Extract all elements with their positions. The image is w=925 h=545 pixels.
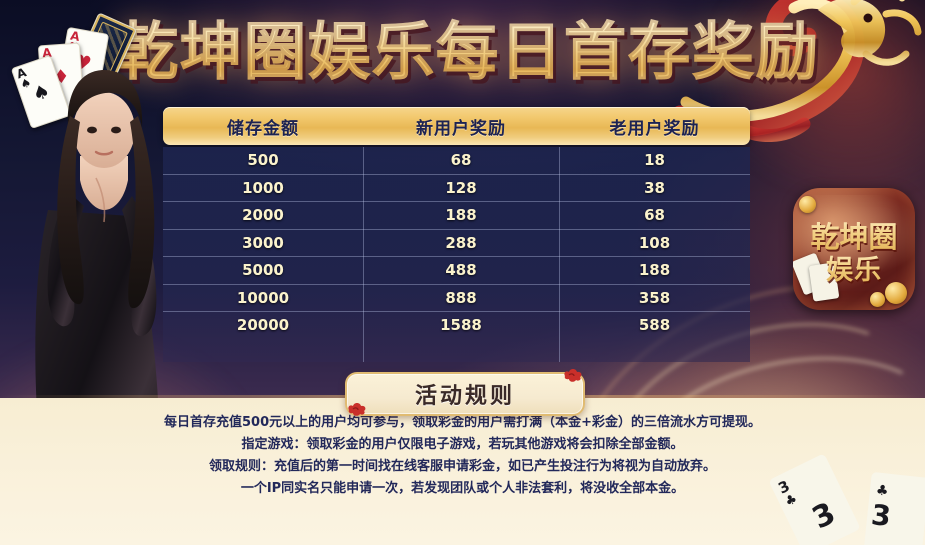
rules-text-block: 每日首存充值500元以上的用户均可参与，领取彩金的用户需打满（本金+彩金）的三倍… (0, 412, 925, 500)
cell-deposit: 500 (247, 151, 279, 170)
table-row: 2000 188 68 (163, 202, 750, 230)
cell-new-user: 188 (445, 206, 477, 225)
table-header-old-user: 老用户奖励 (609, 118, 700, 139)
reward-table-header: 储存金额 新用户奖励 老用户奖励 (163, 107, 750, 145)
table-row: 3000 288 108 (163, 230, 750, 257)
app-logo-badge[interactable]: 乾坤圈 娱乐 (793, 188, 915, 310)
cell-new-user: 888 (445, 288, 477, 307)
cell-new-user: 488 (445, 261, 477, 280)
cell-new-user: 288 (445, 233, 477, 252)
cell-new-user: 1588 (440, 316, 482, 335)
rule-line: 指定游戏：领取彩金的用户仅限电子游戏，若玩其他游戏将会扣除全部金额。 (241, 437, 684, 452)
cell-new-user: 68 (450, 151, 472, 170)
rule-line: 每日首存充值500元以上的用户均可参与，领取彩金的用户需打满（本金+彩金）的三倍… (163, 415, 762, 430)
cell-new-user: 128 (445, 178, 477, 197)
rule-line: 领取规则：充值后的第一时间找在线客服申请彩金，如已产生投注行为将视为自动放弃。 (208, 459, 716, 474)
logo-text-line2: 娱乐 (793, 248, 915, 287)
banner-title-wrap: 乾坤圈娱乐每日首存奖励 (88, 12, 848, 92)
cell-old-user: 588 (638, 316, 671, 335)
logo-coin-1 (799, 196, 816, 213)
cell-old-user: 108 (638, 233, 671, 252)
rules-panel: 每日首存充值500元以上的用户均可参与，领取彩金的用户需打满（本金+彩金）的三倍… (0, 395, 925, 545)
cell-old-user: 358 (638, 288, 671, 307)
cell-deposit: 5000 (242, 261, 284, 280)
cell-old-user: 188 (638, 261, 671, 280)
cell-deposit: 10000 (236, 288, 290, 307)
card-fan-decoration: A♥♥ A♦♦ A♠♠ (6, 12, 171, 136)
table-row: 20000 1588 588 (163, 312, 750, 339)
cell-old-user: 68 (644, 206, 665, 225)
logo-coin-2 (885, 282, 907, 304)
reward-table-body: 500 68 18 1000 128 38 2000 188 68 3000 2… (163, 147, 750, 362)
cell-old-user: 18 (644, 151, 665, 170)
rule-line: 一个IP同实名只能申请一次，若发现团队或个人非法套利，将没收全部本金。 (240, 481, 685, 496)
cell-deposit: 2000 (242, 206, 284, 225)
rules-title: 活动规则 (414, 384, 515, 409)
cell-old-user: 38 (644, 178, 665, 197)
cell-deposit: 1000 (242, 178, 284, 197)
cell-deposit: 20000 (236, 316, 290, 335)
logo-text-line1: 乾坤圈 (793, 214, 915, 256)
table-row: 10000 888 358 (163, 285, 750, 312)
page-title: 乾坤圈娱乐每日首存奖励 (88, 12, 848, 92)
column-divider-1 (363, 147, 364, 362)
column-divider-2 (559, 147, 560, 362)
table-row: 5000 488 188 (163, 257, 750, 285)
table-header-deposit: 储存金额 (227, 118, 299, 139)
rules-title-plaque: 活动规则 (345, 372, 585, 416)
table-header-new-user: 新用户奖励 (416, 118, 506, 139)
cell-deposit: 3000 (242, 233, 284, 252)
table-row: 1000 128 38 (163, 175, 750, 202)
table-row: 500 68 18 (163, 147, 750, 175)
logo-coin-3 (870, 292, 885, 307)
